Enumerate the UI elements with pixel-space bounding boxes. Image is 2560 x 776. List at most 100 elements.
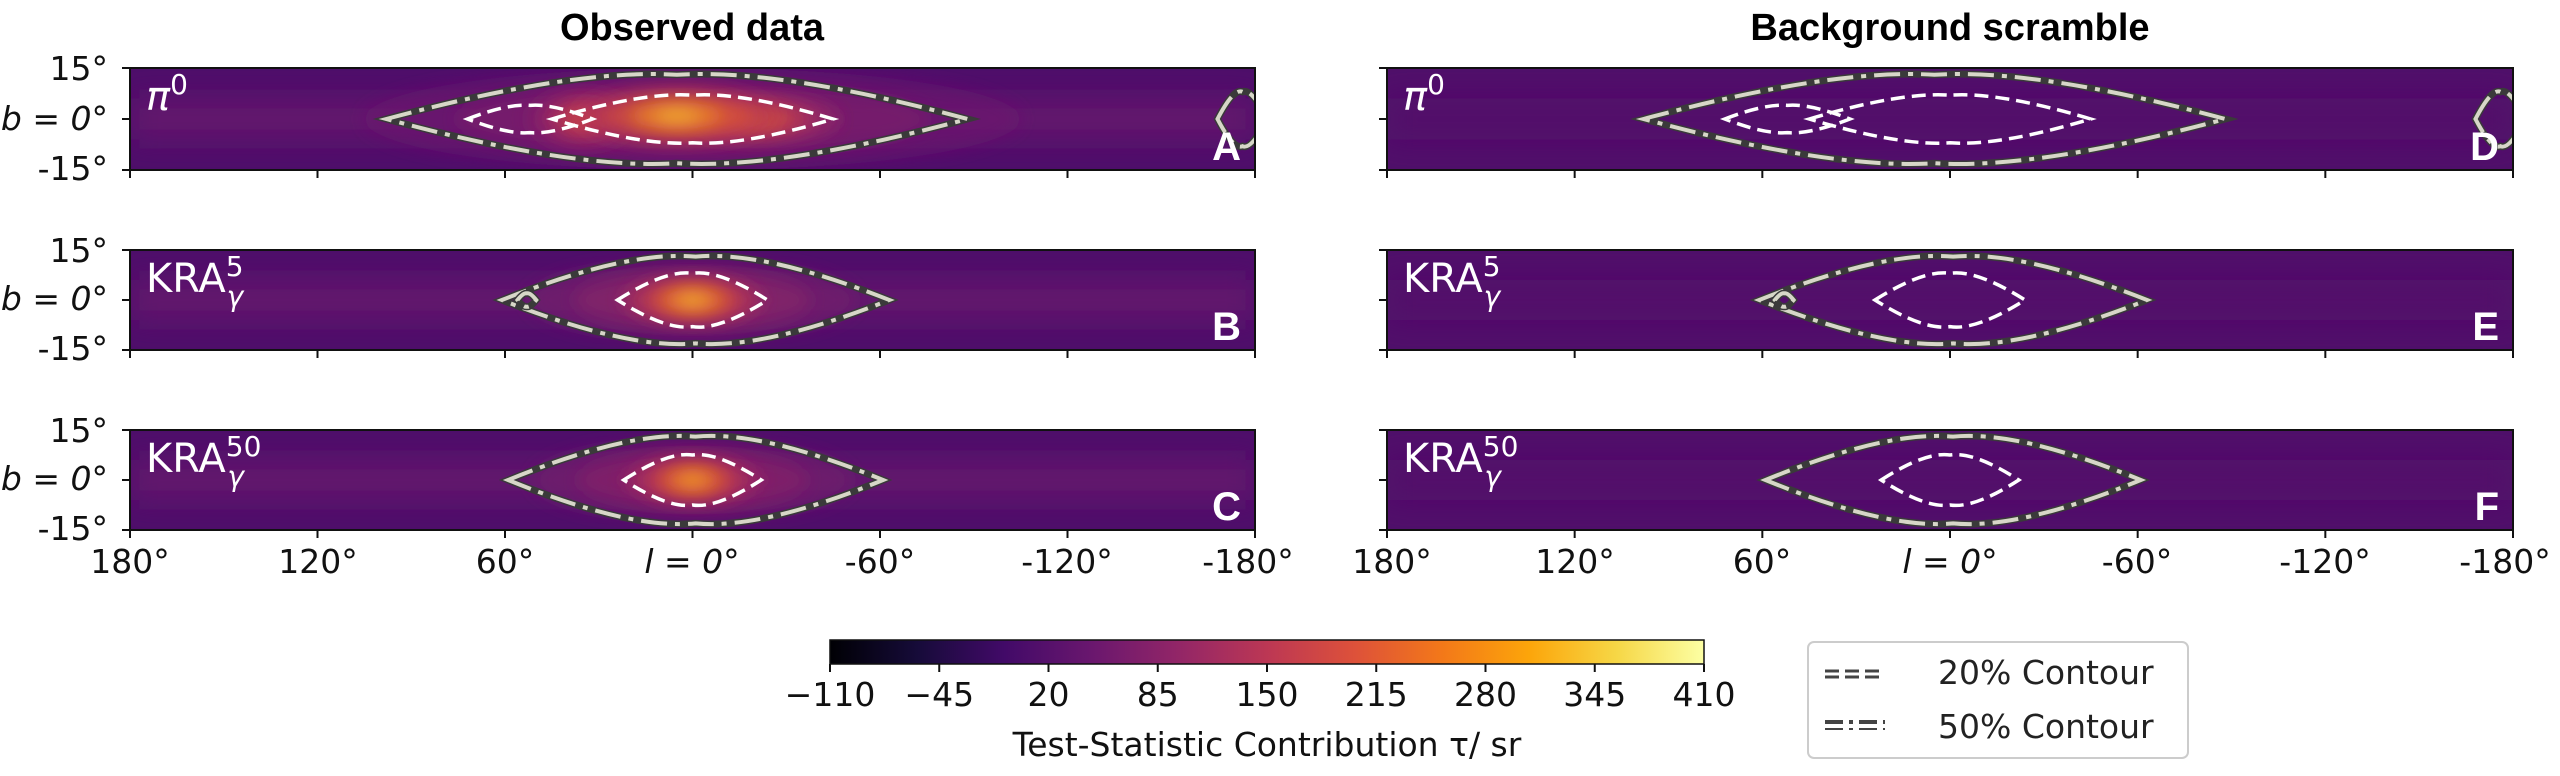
colorbar-label: Test-Statistic Contribution τ/ sr bbox=[1012, 725, 1522, 764]
model-label-sup: 50 bbox=[226, 430, 262, 463]
panel-letter: E bbox=[2472, 305, 2499, 349]
contour-50 bbox=[514, 291, 539, 309]
panel-A: π0 A bbox=[122, 67, 1256, 178]
panel-C: KRA50 γ C bbox=[122, 429, 1256, 538]
heatmap-F bbox=[1387, 430, 2513, 530]
panel-B: KRA5 γ B bbox=[122, 249, 1256, 358]
contour-50 bbox=[502, 433, 889, 527]
colorbar-tick-label: −45 bbox=[904, 675, 974, 714]
panel-letter: F bbox=[2475, 485, 2499, 529]
y-tick-bottom: -15° bbox=[38, 149, 108, 188]
model-label-main: KRA bbox=[146, 436, 226, 482]
legend-dashdot-swatch bbox=[1825, 720, 1885, 730]
heatmap-E bbox=[1387, 250, 2513, 350]
y-tick-top: 15° bbox=[50, 411, 109, 450]
x-tick: 120° bbox=[1535, 542, 1615, 581]
panel-E: KRA5 γ E bbox=[1379, 249, 2514, 358]
model-label-main: KRA bbox=[146, 256, 226, 302]
legend-label-50: 50% Contour bbox=[1938, 707, 2154, 746]
model-label-sub: γ bbox=[227, 460, 245, 493]
heatmap-plane-band bbox=[1387, 98, 2513, 140]
colorbar-tick-label: 280 bbox=[1454, 675, 1517, 714]
heatmap-hotspot bbox=[679, 474, 706, 486]
model-label-main: KRA bbox=[1403, 436, 1483, 482]
colorbar-tick-label: 215 bbox=[1345, 675, 1408, 714]
contour-20 bbox=[1877, 452, 2023, 508]
contour-50 bbox=[1760, 433, 2147, 527]
model-label-sub: γ bbox=[1484, 280, 1502, 313]
model-label-sub: γ bbox=[227, 280, 245, 313]
colorbar: −110 −45 20 85 150 215 280 345 410 Test-Statisti… bbox=[785, 639, 1736, 764]
model-label: π0 bbox=[1403, 68, 1445, 120]
heatmap-plane-band bbox=[1387, 280, 2513, 320]
model-label-sup: 5 bbox=[226, 250, 244, 283]
panel-letter: A bbox=[1212, 125, 1241, 169]
contour-20 bbox=[620, 452, 765, 508]
x-tick: 120° bbox=[278, 542, 358, 581]
y-axis-row-2: 15° b = 0° -15° bbox=[1, 231, 108, 368]
heatmap-hotspot bbox=[654, 108, 700, 123]
x-tick: 180° bbox=[1352, 542, 1432, 581]
contour-20 bbox=[462, 103, 598, 135]
colorbar-ticks: −110 −45 20 85 150 215 280 345 410 bbox=[785, 664, 1736, 714]
y-tick-top: 15° bbox=[50, 49, 109, 88]
contour-50 bbox=[1635, 72, 2233, 166]
panel-letter: D bbox=[2470, 125, 2499, 169]
model-label: π0 bbox=[146, 68, 188, 120]
contour-50 bbox=[378, 72, 976, 166]
model-label-sup: 5 bbox=[1483, 250, 1501, 283]
x-axis-right: 180° 120° 60° l = 0° -60° -120° -180° bbox=[1352, 542, 2550, 581]
legend: 20% Contour 50% Contour bbox=[1807, 641, 2189, 759]
heatmap-A bbox=[130, 68, 1255, 170]
heatmap-plane-band bbox=[1387, 460, 2513, 500]
x-tick: -120° bbox=[2279, 542, 2370, 581]
x-tick: 180° bbox=[90, 542, 170, 581]
legend-label-20: 20% Contour bbox=[1938, 653, 2154, 692]
heatmap-B bbox=[130, 250, 1255, 350]
legend-dashed-swatch bbox=[1825, 669, 1885, 679]
contour-20 bbox=[545, 93, 840, 145]
colorbar-tick-label: 150 bbox=[1236, 675, 1299, 714]
x-tick: l = 0° bbox=[1902, 542, 1997, 581]
contour-50-outline bbox=[2471, 87, 2513, 151]
model-label-sup: 50 bbox=[1483, 430, 1519, 463]
panel-letter: C bbox=[1212, 485, 1241, 529]
colorbar-tick-label: −110 bbox=[785, 675, 876, 714]
contour-50 bbox=[496, 253, 895, 347]
y-tick-top: 15° bbox=[50, 231, 109, 270]
panel-letter: B bbox=[1212, 305, 1241, 349]
y-tick-bottom: -15° bbox=[38, 509, 108, 548]
x-tick: 60° bbox=[476, 542, 535, 581]
model-label: KRA5 γ bbox=[146, 250, 245, 313]
y-tick-mid: b = 0° bbox=[1, 459, 108, 498]
contour-20 bbox=[1719, 103, 1855, 135]
x-tick: -120° bbox=[1021, 542, 1112, 581]
panel-D: π0 D bbox=[1379, 67, 2514, 178]
model-label-sup: 0 bbox=[1427, 68, 1445, 101]
contour-50-outline bbox=[1213, 87, 1255, 151]
colorbar-gradient bbox=[829, 639, 1705, 665]
x-axis-left: 180° 120° 60° l = 0° -60° -120° -180° bbox=[90, 542, 1293, 581]
column-title-scramble: Background scramble bbox=[1750, 7, 2149, 49]
x-tick: -180° bbox=[1202, 542, 1293, 581]
model-label-main: KRA bbox=[1403, 256, 1483, 302]
x-tick: l = 0° bbox=[644, 542, 739, 581]
y-tick-mid: b = 0° bbox=[1, 99, 108, 138]
y-tick-bottom: -15° bbox=[38, 329, 108, 368]
model-label-main: π bbox=[1403, 74, 1428, 120]
panel-F: KRA50 γ F bbox=[1379, 429, 2514, 538]
x-tick: -180° bbox=[2459, 542, 2550, 581]
colorbar-tick-label: 410 bbox=[1673, 675, 1736, 714]
x-tick: -60° bbox=[2102, 542, 2172, 581]
model-label-sup: 0 bbox=[170, 68, 188, 101]
heatmap-C bbox=[130, 430, 1255, 530]
contour-50 bbox=[1772, 291, 1797, 309]
colorbar-tick-label: 85 bbox=[1137, 675, 1179, 714]
model-label: KRA50 γ bbox=[146, 430, 261, 493]
model-label-main: π bbox=[146, 74, 171, 120]
column-title-observed: Observed data bbox=[560, 7, 825, 49]
heatmap-hotspot bbox=[678, 294, 707, 306]
model-label: KRA5 γ bbox=[1403, 250, 1502, 313]
contour-20 bbox=[1803, 93, 2097, 145]
